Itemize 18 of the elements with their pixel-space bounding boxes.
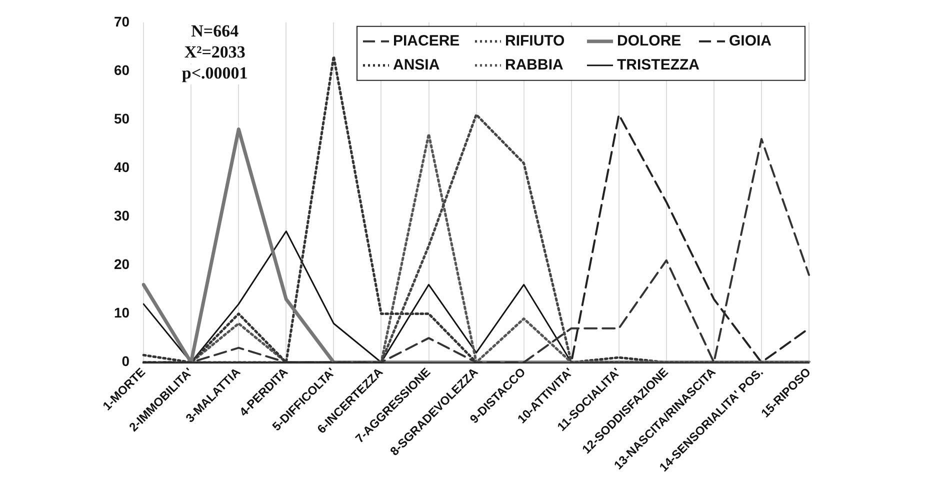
annotation: N=664	[191, 21, 240, 40]
y-tick-label: 50	[114, 110, 130, 126]
y-tick-label: 10	[114, 304, 130, 321]
legend-label: DOLORE	[617, 32, 682, 50]
legend-label: PIACERE	[393, 32, 460, 50]
y-tick-label: 40	[114, 158, 130, 175]
y-tick-label: 60	[114, 62, 130, 78]
annotation: p<.00001	[182, 63, 248, 82]
annotation: X²=2033	[184, 42, 246, 62]
y-tick-label: 70	[114, 13, 130, 30]
legend-label: RABBIA	[505, 56, 564, 74]
y-tick-label: 30	[114, 208, 130, 224]
legend-label: RIFIUTO	[505, 32, 566, 50]
y-tick-label: 20	[114, 256, 130, 272]
legend-label: GIOIA	[729, 32, 772, 50]
legend-label: TRISTEZZA	[617, 56, 700, 74]
y-tick-label: 0	[122, 353, 130, 370]
legend-label: ANSIA	[393, 56, 440, 74]
